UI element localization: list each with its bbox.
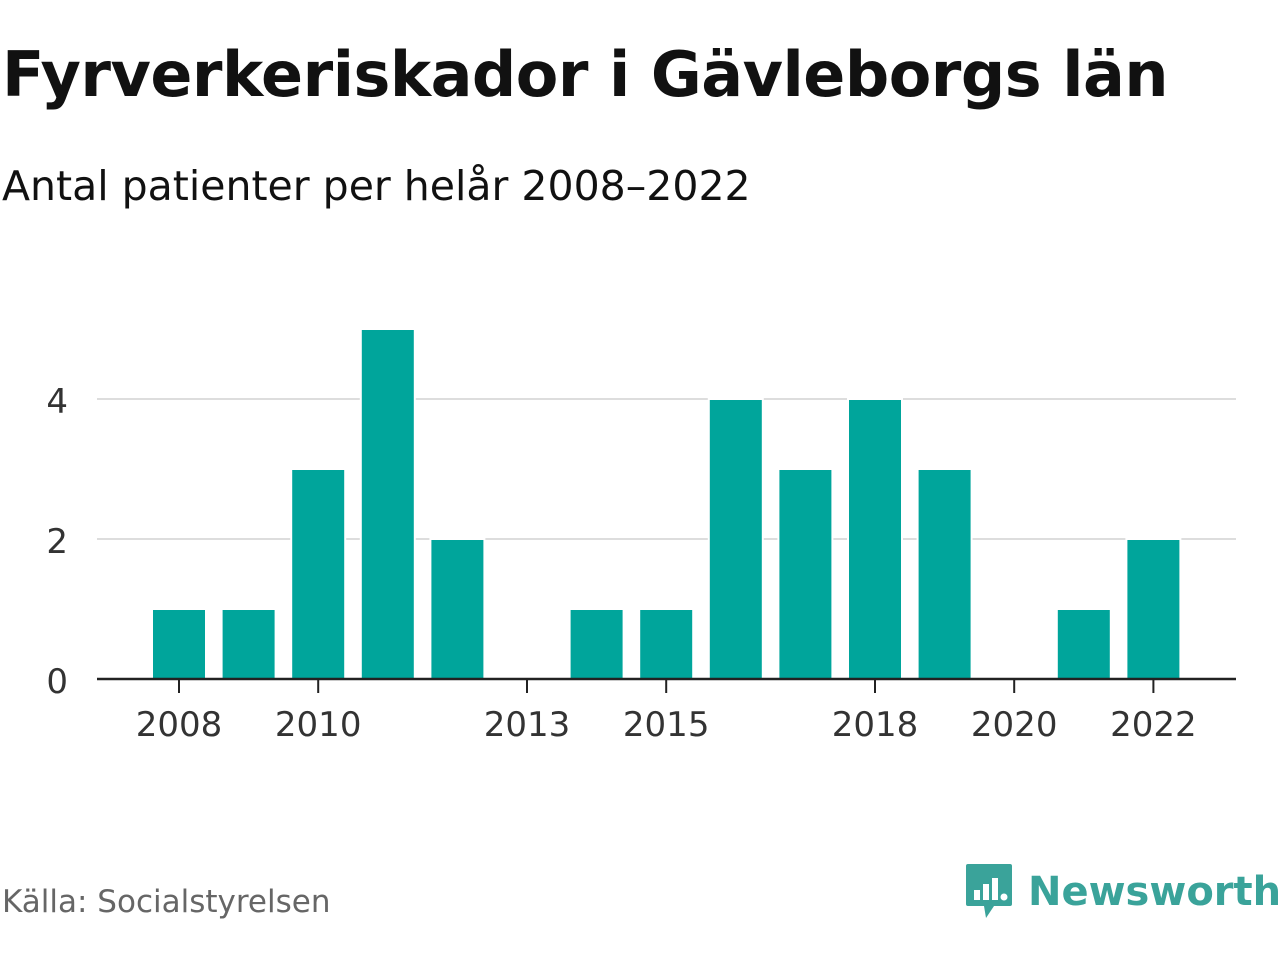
x-tick-label: 2013 (484, 705, 571, 745)
x-tick-label: 2018 (832, 705, 919, 745)
bar-2019 (916, 468, 973, 680)
brand-logo: Newsworthy (964, 862, 1280, 922)
bar-2010 (290, 468, 347, 680)
x-tick-label: 2008 (136, 705, 223, 745)
y-tick-label: 0 (46, 662, 68, 702)
x-tick-label: 2020 (971, 705, 1058, 745)
y-tick-label: 4 (46, 382, 68, 422)
bar-2009 (220, 608, 277, 680)
bar-2012 (429, 538, 486, 680)
bar-2008 (151, 608, 207, 680)
bar-2017 (777, 468, 834, 680)
bar-2018 (847, 398, 903, 680)
x-tick-label: 2015 (623, 705, 710, 745)
y-tick-label: 2 (46, 522, 68, 562)
bar-chart-speech-bubble-icon (966, 864, 1012, 918)
brand-name: Newsworthy (1028, 869, 1280, 915)
x-tick-label: 2022 (1110, 705, 1197, 745)
bar-2022 (1125, 538, 1182, 680)
bar-2015 (638, 608, 695, 680)
chart-title: Fyrverkeriskador i Gävleborgs län (2, 38, 1168, 111)
bar-2014 (568, 608, 625, 680)
chart-subtitle: Antal patienter per helår 2008–2022 (2, 162, 751, 210)
bar-2021 (1055, 608, 1112, 680)
bar-2016 (707, 398, 764, 680)
source-note: Källa: Socialstyrelsen (2, 884, 331, 920)
bar-2011 (359, 328, 416, 680)
x-tick-label: 2010 (275, 705, 362, 745)
